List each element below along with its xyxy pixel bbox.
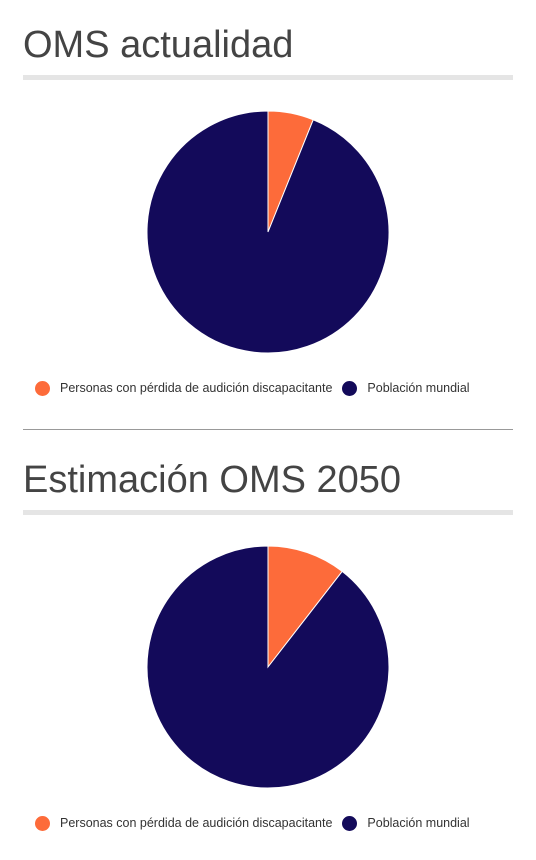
chart-legend: Personas con pérdida de audición discapa… xyxy=(35,378,470,398)
legend-item-hearing-loss[interactable]: Personas con pérdida de audición discapa… xyxy=(35,380,333,396)
legend-swatch-world-population xyxy=(342,380,358,396)
chart-legend: Personas con pérdida de audición discapa… xyxy=(35,813,470,833)
legend-item-world-population[interactable]: Población mundial xyxy=(342,380,470,396)
chart-title: OMS actualidad xyxy=(23,24,294,66)
legend-swatch-world-population xyxy=(342,815,358,831)
title-underline xyxy=(23,510,513,515)
pie-chart-2050 xyxy=(146,545,390,789)
pie-slice-hearing-loss[interactable] xyxy=(267,545,343,669)
pie-slice-world-population[interactable] xyxy=(146,545,390,789)
legend-swatch-hearing-loss xyxy=(35,380,50,396)
section-divider xyxy=(23,429,513,430)
legend-label-hearing-loss: Personas con pérdida de audición discapa… xyxy=(60,816,333,830)
legend-swatch-hearing-loss xyxy=(35,815,50,831)
chart-title: Estimación OMS 2050 xyxy=(23,459,402,501)
pie-chart-current xyxy=(146,110,390,354)
pie-slice-world-population[interactable] xyxy=(146,110,390,354)
legend-label-hearing-loss: Personas con pérdida de audición discapa… xyxy=(60,381,333,395)
legend-item-hearing-loss[interactable]: Personas con pérdida de audición discapa… xyxy=(35,815,333,831)
legend-item-world-population[interactable]: Población mundial xyxy=(342,815,470,831)
legend-label-world-population: Población mundial xyxy=(367,381,470,395)
legend-label-world-population: Población mundial xyxy=(367,816,470,830)
title-underline xyxy=(23,75,513,80)
